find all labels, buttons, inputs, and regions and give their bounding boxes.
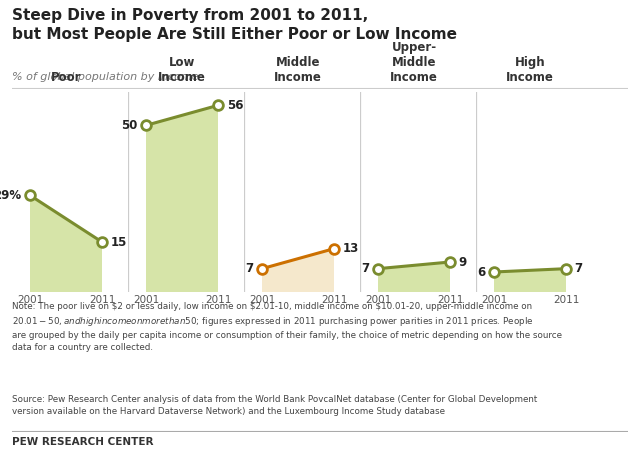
Text: Upper-
Middle
Income: Upper- Middle Income <box>390 41 438 84</box>
Text: Low
Income: Low Income <box>158 56 206 84</box>
Text: % of global population by income: % of global population by income <box>12 72 198 82</box>
Text: 56: 56 <box>227 99 243 112</box>
Text: 9: 9 <box>459 255 467 269</box>
Text: 7: 7 <box>245 262 253 275</box>
Polygon shape <box>378 262 450 292</box>
Text: 6: 6 <box>477 265 485 279</box>
Polygon shape <box>262 249 334 292</box>
Text: 13: 13 <box>342 242 359 255</box>
Text: Poor: Poor <box>51 71 81 84</box>
Text: 7: 7 <box>575 262 583 275</box>
Text: Middle
Income: Middle Income <box>274 56 322 84</box>
Polygon shape <box>146 106 218 292</box>
Text: PEW RESEARCH CENTER: PEW RESEARCH CENTER <box>12 437 154 447</box>
Text: 7: 7 <box>361 262 369 275</box>
Polygon shape <box>30 195 102 292</box>
Text: 15: 15 <box>111 236 127 249</box>
Text: 50: 50 <box>121 119 138 132</box>
Text: Steep Dive in Poverty from 2001 to 2011,
but Most People Are Still Either Poor o: Steep Dive in Poverty from 2001 to 2011,… <box>12 8 457 42</box>
Text: High
Income: High Income <box>506 56 554 84</box>
Polygon shape <box>494 269 566 292</box>
Text: 29%: 29% <box>0 189 21 202</box>
Text: Source: Pew Research Center analysis of data from the World Bank PovcalNet datab: Source: Pew Research Center analysis of … <box>12 395 537 416</box>
Text: Note: The poor live on $2 or less daily, low income on $2.01-10, middle income o: Note: The poor live on $2 or less daily,… <box>12 302 562 352</box>
